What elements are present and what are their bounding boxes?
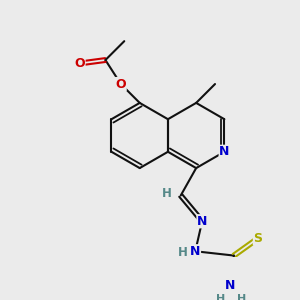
Text: N: N [197, 215, 207, 228]
Text: N: N [219, 145, 230, 158]
Text: H: H [162, 187, 172, 200]
Text: S: S [254, 232, 262, 245]
Text: O: O [116, 77, 126, 91]
Text: N: N [224, 279, 235, 292]
Text: N: N [190, 245, 200, 258]
Text: H: H [237, 294, 246, 300]
Text: O: O [74, 57, 85, 70]
Text: H: H [216, 294, 226, 300]
Text: H: H [178, 247, 188, 260]
